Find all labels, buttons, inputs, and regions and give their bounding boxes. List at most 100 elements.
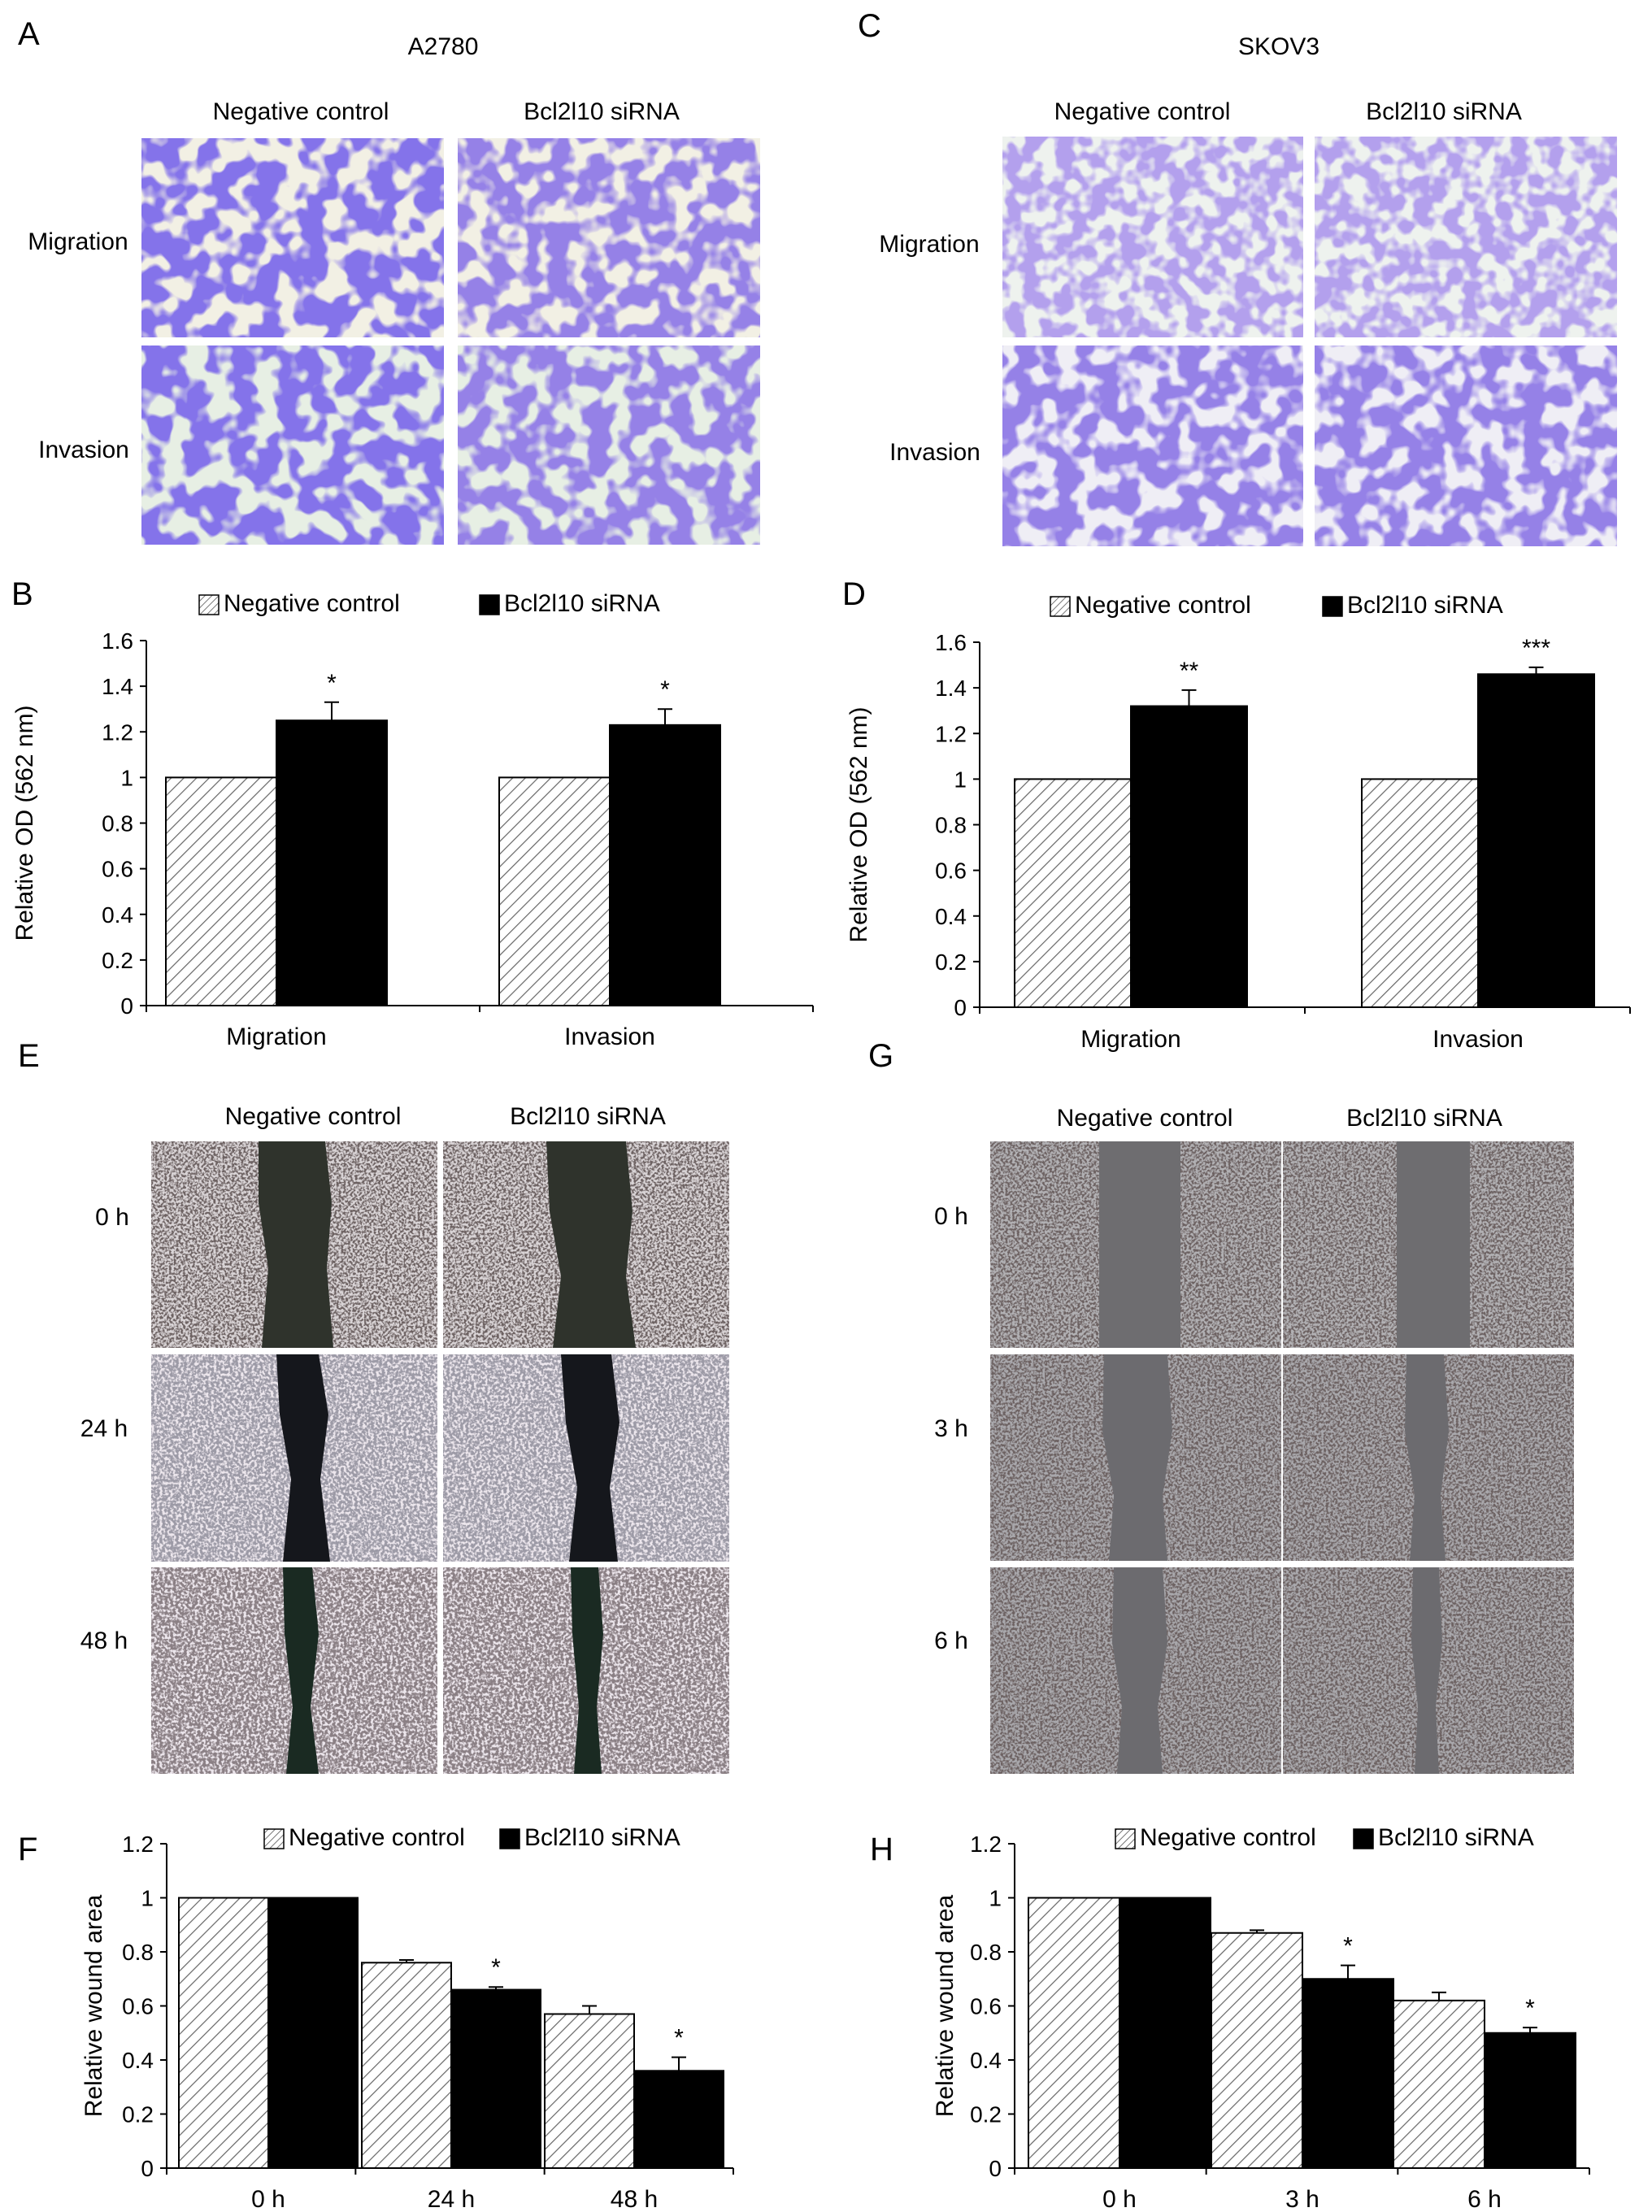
chart-h: 0 0.2 0.4 0.6 0.8 1 1.2 Relative wound area 0 h *… [932, 1824, 1590, 2212]
bar-h-negative-2 [1393, 1999, 1485, 2170]
chart-f: 0 0.2 0.4 0.6 0.8 1 1.2 Relative wound area 0 h *… [80, 1824, 734, 2212]
y-tick-label: 1.6 [935, 630, 967, 655]
legend-swatch-sirna-d [1322, 596, 1343, 617]
y-axis-label-d: Relative OD (562 nm) [846, 706, 872, 942]
column-label-sirna-e: Bcl2l10 siRNA [510, 1103, 666, 1130]
x-category-label: 6 h [1467, 2186, 1502, 2212]
micrograph-g-3h-negative [990, 1354, 1281, 1561]
micrograph-g-0h-sirna [1283, 1141, 1574, 1348]
column-label-negative-g: Negative control [1057, 1105, 1233, 1132]
significance-marker-f-1: * [491, 1954, 501, 1981]
legend-swatch-sirna-h [1353, 1828, 1374, 1849]
row-label-e-24h: 24 h [80, 1415, 128, 1442]
y-tick-label: 1.2 [102, 719, 133, 745]
y-tick-label: 1 [989, 1886, 1002, 1911]
y-axis-label-b: Relative OD (562 nm) [11, 705, 38, 941]
y-tick-label: 0.6 [970, 1994, 1002, 2019]
panel-letter-b: B [11, 576, 33, 612]
bar-f-sirna-1 [450, 1988, 541, 2170]
y-tick-label: 0 [120, 993, 133, 1019]
y-tick-label: 0.2 [935, 950, 967, 975]
y-tick-label: 1.4 [935, 676, 967, 701]
y-tick-label: 0.4 [935, 904, 967, 929]
y-tick-label: 1.2 [970, 1832, 1002, 1857]
y-tick-label: 0.8 [122, 1940, 154, 1965]
legend-label-negative-d: Negative control [1075, 592, 1251, 619]
y-tick-label: 0 [141, 2156, 154, 2181]
micrograph-e-0h-sirna [443, 1141, 729, 1348]
micrograph-g-0h-negative [990, 1141, 1281, 1348]
y-tick-label: 0.2 [102, 948, 133, 973]
micrograph-g-6h-negative [990, 1567, 1281, 1774]
micrograph-e-24h-negative [151, 1354, 437, 1562]
y-tick-label: 1 [141, 1886, 154, 1911]
micrograph-a-migration-negative [141, 138, 444, 337]
micrograph-e-48h-sirna [443, 1567, 729, 1774]
bar-b-negative-1 [498, 776, 611, 1006]
micrograph-g-3h-sirna [1283, 1354, 1574, 1561]
significance-marker-d-1: *** [1522, 635, 1550, 662]
legend-swatch-negative-b [198, 594, 220, 615]
x-category-label: 0 h [1102, 2186, 1137, 2212]
row-label-e-0h: 0 h [95, 1204, 129, 1231]
x-category-label: Migration [226, 1023, 326, 1050]
micrograph-g-6h-sirna [1283, 1567, 1574, 1774]
bar-f-sirna-2 [633, 2070, 724, 2170]
legend-swatch-sirna-f [499, 1828, 520, 1849]
cell-line-title-right: SKOV3 [1238, 33, 1319, 60]
bar-h-sirna-0 [1119, 1897, 1211, 2169]
y-tick-label: 1 [120, 765, 133, 790]
panel-letter-a: A [18, 16, 40, 52]
micrograph-c-migration-sirna [1315, 137, 1617, 337]
y-axis-label-h: Relative wound area [932, 1894, 959, 2117]
legend-swatch-sirna-b [479, 594, 500, 615]
x-category-label: Invasion [1432, 1026, 1524, 1053]
panel-letter-c: C [858, 8, 881, 44]
legend-label-sirna-b: Bcl2l10 siRNA [504, 590, 660, 617]
bar-h-sirna-1 [1302, 1978, 1394, 2169]
significance-marker-f-2: * [674, 2025, 684, 2052]
chart-d: 0 0.2 0.4 0.6 0.8 1 1.2 1.4 1.6 Relative OD (562 … [846, 592, 1631, 1053]
micrograph-a-invasion-negative [141, 345, 444, 545]
micrograph-c-invasion-sirna [1315, 345, 1617, 546]
significance-marker-h-1: * [1343, 1933, 1353, 1960]
micrograph-a-migration-sirna [458, 138, 760, 337]
significance-marker-b-1: * [660, 676, 670, 703]
row-label-migration-a: Migration [28, 228, 128, 255]
significance-marker-h-2: * [1525, 1995, 1535, 2022]
y-tick-label: 0.4 [970, 2048, 1002, 2073]
y-tick-label: 1.4 [102, 674, 133, 699]
panel-g-wound: Negative control Bcl2l10 siRNA 0 h 3 h 6… [934, 1105, 1574, 1774]
y-tick-label: 0.4 [102, 902, 133, 928]
bar-f-negative-1 [361, 1962, 452, 2170]
bar-d-negative-0 [1014, 778, 1132, 1008]
x-category-label: 24 h [428, 2186, 475, 2212]
micrograph-e-48h-negative [151, 1567, 437, 1774]
row-label-e-48h: 48 h [80, 1627, 128, 1654]
legend-label-sirna-h: Bcl2l10 siRNA [1378, 1824, 1534, 1851]
panel-a-transwell: Negative control Bcl2l10 siRNA Migration… [28, 98, 760, 545]
bar-d-negative-1 [1361, 778, 1479, 1008]
bar-d-sirna-1 [1477, 673, 1595, 1008]
column-label-sirna-a: Bcl2l10 siRNA [524, 98, 680, 125]
bar-f-negative-0 [178, 1897, 269, 2169]
x-category-label: 48 h [611, 2186, 658, 2212]
bar-h-negative-1 [1211, 1932, 1303, 2170]
y-tick-label: 1 [954, 767, 967, 792]
micrograph-c-migration-negative [1002, 137, 1303, 337]
legend-swatch-negative-d [1050, 596, 1071, 617]
x-category-label: Invasion [564, 1023, 655, 1050]
y-tick-label: 0 [954, 995, 967, 1020]
y-tick-label: 0.6 [102, 857, 133, 882]
panel-letter-g: G [868, 1038, 893, 1074]
row-label-invasion-c: Invasion [889, 439, 980, 466]
bar-b-sirna-0 [276, 719, 388, 1006]
bar-b-negative-0 [165, 776, 277, 1006]
y-tick-label: 0.8 [935, 813, 967, 838]
row-label-g-0h: 0 h [934, 1203, 968, 1230]
significance-marker-b-0: * [327, 670, 337, 697]
y-tick-label: 0.4 [122, 2048, 154, 2073]
y-tick-label: 0 [989, 2156, 1002, 2181]
y-axis-label-f: Relative wound area [80, 1894, 107, 2117]
